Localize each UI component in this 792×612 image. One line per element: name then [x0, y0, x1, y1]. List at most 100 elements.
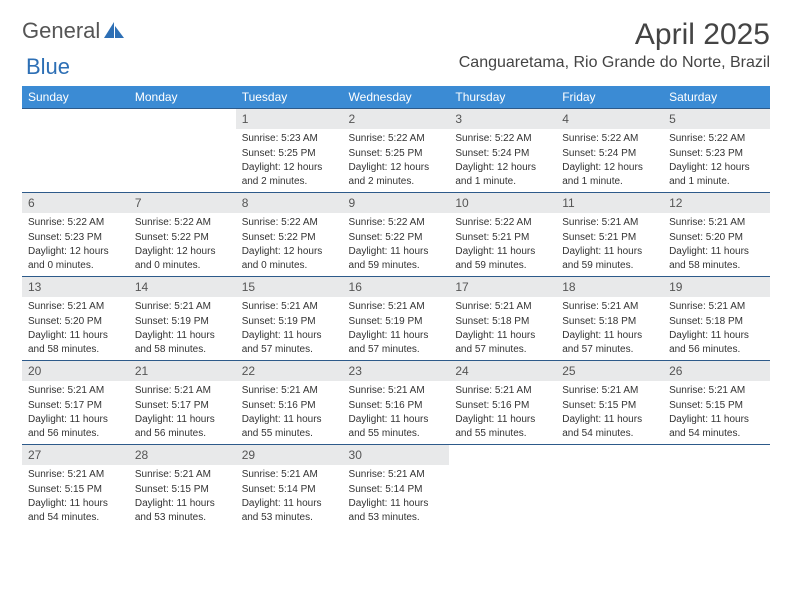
sunrise-line: Sunrise: 5:21 AM: [135, 384, 230, 398]
daylight-line: Daylight: 12 hours and 1 minute.: [669, 161, 764, 188]
calendar-cell: ..: [129, 109, 236, 193]
day-details: Sunrise: 5:22 AMSunset: 5:25 PMDaylight:…: [343, 129, 450, 192]
day-details: Sunrise: 5:21 AMSunset: 5:15 PMDaylight:…: [556, 381, 663, 444]
day-number: 12: [663, 193, 770, 213]
calendar-cell: 11Sunrise: 5:21 AMSunset: 5:21 PMDayligh…: [556, 193, 663, 277]
sunset-line: Sunset: 5:16 PM: [349, 399, 444, 413]
daylight-line: Daylight: 11 hours and 53 minutes.: [242, 497, 337, 524]
sail-icon: [104, 22, 126, 40]
weekday-header: Tuesday: [236, 86, 343, 109]
calendar-cell: 16Sunrise: 5:21 AMSunset: 5:19 PMDayligh…: [343, 277, 450, 361]
sunrise-line: Sunrise: 5:21 AM: [669, 384, 764, 398]
daylight-line: Daylight: 12 hours and 1 minute.: [562, 161, 657, 188]
daylight-line: Daylight: 11 hours and 55 minutes.: [455, 413, 550, 440]
day-number: 26: [663, 361, 770, 381]
brand-logo: General: [22, 18, 128, 44]
day-number: 13: [22, 277, 129, 297]
daylight-line: Daylight: 11 hours and 57 minutes.: [349, 329, 444, 356]
sunset-line: Sunset: 5:18 PM: [562, 315, 657, 329]
daylight-line: Daylight: 11 hours and 56 minutes.: [669, 329, 764, 356]
calendar-cell: 5 Sunrise: 5:22 AMSunset: 5:23 PMDaylight…: [663, 109, 770, 193]
brand-word1: General: [22, 18, 100, 44]
calendar-cell: 19 Sunrise: 5:21 AMSunset: 5:18 PMDayligh…: [663, 277, 770, 361]
day-number: 21: [129, 361, 236, 381]
weekday-header: Monday: [129, 86, 236, 109]
daylight-line: Daylight: 12 hours and 2 minutes.: [349, 161, 444, 188]
sunset-line: Sunset: 5:15 PM: [28, 483, 123, 497]
day-number: 8: [236, 193, 343, 213]
calendar-cell: 20Sunrise: 5:21 AMSunset: 5:17 PMDayligh…: [22, 361, 129, 445]
daylight-line: Daylight: 11 hours and 58 minutes.: [135, 329, 230, 356]
title-block: April 2025 Canguaretama, Rio Grande do N…: [459, 18, 770, 72]
sunset-line: Sunset: 5:19 PM: [349, 315, 444, 329]
day-details: Sunrise: 5:21 AMSunset: 5:19 PMDaylight:…: [343, 297, 450, 360]
day-details: Sunrise: 5:22 AMSunset: 5:22 PMDaylight:…: [236, 213, 343, 276]
calendar-cell: 23Sunrise: 5:21 AMSunset: 5:16 PMDayligh…: [343, 361, 450, 445]
calendar-cell: 29 Sunrise: 5:21 AMSunset: 5:14 PMDayligh…: [236, 445, 343, 529]
day-details: Sunrise: 5:21 AMSunset: 5:20 PMDaylight:…: [22, 297, 129, 360]
day-details: Sunrise: 5:21 AMSunset: 5:21 PMDaylight:…: [556, 213, 663, 276]
calendar-cell: 4 Sunrise: 5:22 AMSunset: 5:24 PMDaylight…: [556, 109, 663, 193]
day-number: 5: [663, 109, 770, 129]
sunset-line: Sunset: 5:19 PM: [135, 315, 230, 329]
sunrise-line: Sunrise: 5:21 AM: [135, 468, 230, 482]
day-number: 17: [449, 277, 556, 297]
day-details: Sunrise: 5:21 AMSunset: 5:19 PMDaylight:…: [236, 297, 343, 360]
daylight-line: Daylight: 11 hours and 55 minutes.: [242, 413, 337, 440]
day-details: Sunrise: 5:21 AMSunset: 5:16 PMDaylight:…: [449, 381, 556, 444]
sunrise-line: Sunrise: 5:21 AM: [562, 300, 657, 314]
sunrise-line: Sunrise: 5:21 AM: [669, 300, 764, 314]
sunset-line: Sunset: 5:22 PM: [242, 231, 337, 245]
calendar-cell: 30Sunrise: 5:21 AMSunset: 5:14 PMDayligh…: [343, 445, 450, 529]
sunrise-line: Sunrise: 5:21 AM: [28, 384, 123, 398]
sunset-line: Sunset: 5:22 PM: [135, 231, 230, 245]
day-details: Sunrise: 5:21 AMSunset: 5:15 PMDaylight:…: [663, 381, 770, 444]
calendar-cell: ..: [449, 445, 556, 529]
calendar-cell: 22Sunrise: 5:21 AMSunset: 5:16 PMDayligh…: [236, 361, 343, 445]
sunrise-line: Sunrise: 5:21 AM: [242, 468, 337, 482]
sunrise-line: Sunrise: 5:21 AM: [562, 216, 657, 230]
calendar-cell: 9Sunrise: 5:22 AMSunset: 5:22 PMDaylight…: [343, 193, 450, 277]
day-number: 29: [236, 445, 343, 465]
sunset-line: Sunset: 5:23 PM: [28, 231, 123, 245]
day-number: 18: [556, 277, 663, 297]
day-number: 25: [556, 361, 663, 381]
calendar-cell: 18Sunrise: 5:21 AMSunset: 5:18 PMDayligh…: [556, 277, 663, 361]
calendar-cell: 3Sunrise: 5:22 AMSunset: 5:24 PMDaylight…: [449, 109, 556, 193]
day-number: 4: [556, 109, 663, 129]
sunrise-line: Sunrise: 5:22 AM: [562, 132, 657, 146]
day-number: 30: [343, 445, 450, 465]
calendar-cell: 2Sunrise: 5:22 AMSunset: 5:25 PMDaylight…: [343, 109, 450, 193]
day-number: 6: [22, 193, 129, 213]
sunset-line: Sunset: 5:24 PM: [562, 147, 657, 161]
day-details: Sunrise: 5:23 AMSunset: 5:25 PMDaylight:…: [236, 129, 343, 192]
daylight-line: Daylight: 11 hours and 57 minutes.: [455, 329, 550, 356]
daylight-line: Daylight: 11 hours and 57 minutes.: [242, 329, 337, 356]
day-number: 15: [236, 277, 343, 297]
day-number: 11: [556, 193, 663, 213]
sunset-line: Sunset: 5:14 PM: [242, 483, 337, 497]
day-number: 2: [343, 109, 450, 129]
sunrise-line: Sunrise: 5:22 AM: [242, 216, 337, 230]
calendar-cell: ..: [663, 445, 770, 529]
calendar-cell: 8Sunrise: 5:22 AMSunset: 5:22 PMDaylight…: [236, 193, 343, 277]
daylight-line: Daylight: 12 hours and 0 minutes.: [135, 245, 230, 272]
calendar-cell: 21Sunrise: 5:21 AMSunset: 5:17 PMDayligh…: [129, 361, 236, 445]
sunrise-line: Sunrise: 5:22 AM: [349, 132, 444, 146]
sunset-line: Sunset: 5:16 PM: [455, 399, 550, 413]
sunset-line: Sunset: 5:23 PM: [669, 147, 764, 161]
weekday-header: Friday: [556, 86, 663, 109]
daylight-line: Daylight: 11 hours and 59 minutes.: [455, 245, 550, 272]
daylight-line: Daylight: 11 hours and 54 minutes.: [28, 497, 123, 524]
sunrise-line: Sunrise: 5:22 AM: [669, 132, 764, 146]
day-details: Sunrise: 5:21 AMSunset: 5:16 PMDaylight:…: [343, 381, 450, 444]
calendar-cell: 27Sunrise: 5:21 AMSunset: 5:15 PMDayligh…: [22, 445, 129, 529]
sunset-line: Sunset: 5:20 PM: [669, 231, 764, 245]
sunset-line: Sunset: 5:21 PM: [562, 231, 657, 245]
day-number: 16: [343, 277, 450, 297]
daylight-line: Daylight: 11 hours and 54 minutes.: [562, 413, 657, 440]
day-details: Sunrise: 5:21 AMSunset: 5:18 PMDaylight:…: [449, 297, 556, 360]
day-number: 19: [663, 277, 770, 297]
daylight-line: Daylight: 11 hours and 58 minutes.: [28, 329, 123, 356]
sunset-line: Sunset: 5:18 PM: [669, 315, 764, 329]
